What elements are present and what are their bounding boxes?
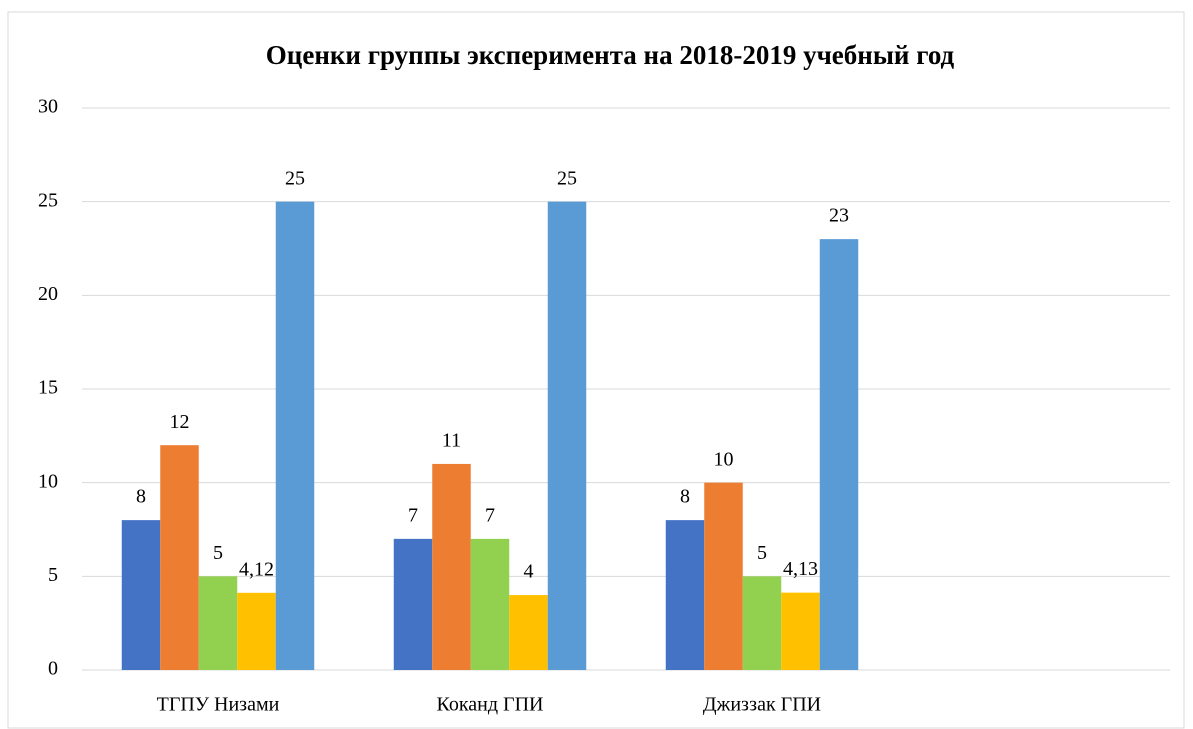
bar [509,595,548,670]
bar [704,482,743,670]
bar [470,538,510,670]
bar [665,520,705,670]
bar [742,576,782,670]
data-label: 8 [136,486,146,508]
data-label: 25 [285,167,305,189]
bar [121,520,161,670]
y-tick-label: 10 [38,470,58,492]
bar [275,201,315,670]
data-label: 25 [557,167,577,189]
x-tick-label: ТГПУ Низами [157,694,280,716]
data-label: 5 [213,542,223,564]
data-label: 8 [680,486,690,508]
y-tick-label: 5 [48,564,58,586]
data-label: 4,13 [783,558,818,580]
bar [819,239,859,670]
bar [432,463,471,670]
bar [781,592,820,670]
chart-title: Оценки группы эксперимента на 2018-2019 … [266,40,955,70]
x-tick-label: Джиззак ГПИ [703,694,821,716]
data-label: 7 [408,504,418,526]
data-label: 12 [170,411,190,433]
y-tick-label: 0 [48,658,58,680]
data-label: 10 [714,448,734,470]
x-tick-label: Коканд ГПИ [437,694,544,716]
data-label: 5 [757,542,767,564]
bar [547,201,587,670]
bar [198,576,238,670]
data-label: 11 [442,430,461,452]
y-tick-label: 15 [38,377,58,399]
data-label: 4,12 [239,558,274,580]
bar [393,538,433,670]
data-label: 7 [485,504,495,526]
data-label: 4 [524,561,534,583]
data-label: 23 [829,205,849,227]
y-tick-label: 20 [38,283,58,305]
y-tick-label: 30 [38,96,58,118]
bar [237,592,276,670]
y-tick-label: 25 [38,189,58,211]
bar [160,445,199,670]
